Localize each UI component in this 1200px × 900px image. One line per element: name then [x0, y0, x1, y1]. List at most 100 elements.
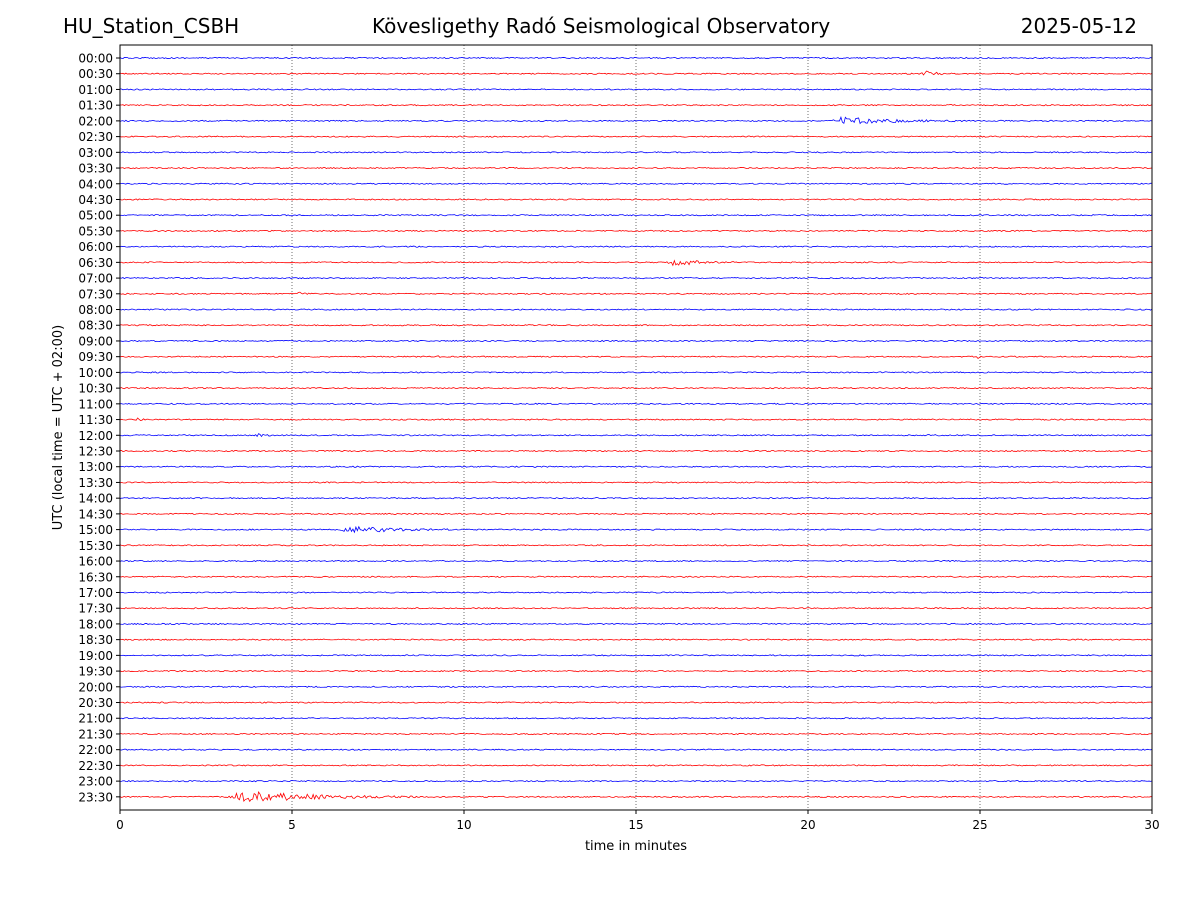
trace-13:30	[119, 481, 1153, 484]
trace-09:00	[119, 339, 1153, 343]
trace-19:00	[119, 654, 1153, 657]
y-tick-label: 06:00	[78, 240, 113, 254]
trace-03:30	[119, 166, 1153, 170]
trace-16:30	[119, 575, 1153, 578]
trace-23:00	[119, 780, 1153, 783]
x-tick-label: 15	[628, 818, 643, 832]
y-tick-label: 12:00	[78, 429, 113, 443]
y-tick-label: 17:30	[78, 602, 113, 616]
trace-21:00	[119, 717, 1153, 720]
y-tick-label: 16:00	[78, 555, 113, 569]
y-tick-label: 11:30	[78, 413, 113, 427]
y-tick-label: 03:30	[78, 162, 113, 176]
station-name: HU_Station_CSBH	[63, 14, 240, 38]
trace-00:00	[119, 56, 1153, 60]
trace-23:30	[119, 790, 1153, 803]
x-tick-label: 10	[456, 818, 471, 832]
trace-06:00	[119, 245, 1153, 248]
y-tick-label: 11:00	[78, 397, 113, 411]
y-tick-label: 17:00	[78, 586, 113, 600]
y-tick-label: 12:30	[78, 445, 113, 459]
trace-02:00	[119, 116, 1153, 125]
trace-14:30	[119, 512, 1153, 515]
y-tick-label: 13:00	[78, 460, 113, 474]
y-tick-label: 18:00	[78, 617, 113, 631]
y-tick-label: 14:00	[78, 492, 113, 506]
y-tick-label: 01:30	[78, 99, 113, 113]
trace-09:30	[119, 355, 1153, 360]
y-tick-label: 09:00	[78, 334, 113, 348]
y-tick-label: 18:30	[78, 633, 113, 647]
trace-00:30	[119, 70, 1153, 76]
trace-04:00	[119, 182, 1153, 185]
trace-22:30	[119, 764, 1153, 767]
y-tick-label: 22:00	[78, 743, 113, 757]
trace-10:00	[119, 371, 1153, 374]
x-tick-label: 5	[288, 818, 296, 832]
trace-07:30	[119, 291, 1153, 295]
y-tick-label: 16:30	[78, 570, 113, 584]
y-tick-label: 21:00	[78, 712, 113, 726]
x-tick-label: 30	[1144, 818, 1159, 832]
trace-17:30	[119, 607, 1153, 610]
trace-18:00	[119, 622, 1153, 625]
trace-05:00	[119, 214, 1153, 217]
y-tick-label: 02:30	[78, 130, 113, 144]
trace-16:00	[119, 559, 1153, 563]
trace-03:00	[119, 151, 1153, 154]
y-tick-label: 01:00	[78, 83, 113, 97]
y-tick-label: 10:30	[78, 382, 113, 396]
chart-title: Kövesligethy Radó Seismological Observat…	[372, 14, 831, 38]
trace-05:30	[119, 229, 1153, 233]
y-axis-label: UTC (local time = UTC + 02:00)	[51, 325, 66, 530]
trace-11:00	[119, 402, 1153, 405]
trace-13:00	[119, 465, 1153, 468]
y-tick-label: 08:00	[78, 303, 113, 317]
y-tick-label: 05:00	[78, 209, 113, 223]
y-tick-label: 04:00	[78, 177, 113, 191]
trace-01:00	[119, 88, 1153, 91]
trace-17:00	[119, 591, 1153, 594]
y-tick-label: 15:00	[78, 523, 113, 537]
y-tick-label: 00:00	[78, 52, 113, 66]
trace-12:30	[119, 449, 1153, 453]
y-tick-label: 00:30	[78, 67, 113, 81]
y-tick-label: 15:30	[78, 539, 113, 553]
trace-02:30	[119, 135, 1153, 138]
y-tick-label: 10:00	[78, 366, 113, 380]
trace-20:30	[119, 701, 1153, 704]
y-tick-label: 03:00	[78, 146, 113, 160]
y-tick-label: 13:30	[78, 476, 113, 490]
trace-19:30	[119, 669, 1152, 673]
y-tick-label: 08:30	[78, 319, 113, 333]
trace-06:30	[119, 259, 1153, 267]
y-tick-label: 04:30	[78, 193, 113, 207]
y-tick-label: 20:00	[78, 680, 113, 694]
y-tick-label: 22:30	[78, 759, 113, 773]
trace-18:30	[119, 638, 1153, 641]
x-tick-label: 25	[972, 818, 987, 832]
trace-08:00	[119, 308, 1153, 311]
y-tick-label: 14:30	[78, 507, 113, 521]
trace-21:30	[119, 732, 1153, 736]
trace-10:30	[119, 387, 1153, 390]
trace-20:00	[119, 685, 1153, 688]
y-tick-label: 23:30	[78, 790, 113, 804]
y-tick-label: 07:00	[78, 272, 113, 286]
trace-14:00	[119, 497, 1153, 500]
x-axis-label: time in minutes	[585, 839, 687, 854]
x-tick-label: 0	[116, 818, 124, 832]
y-tick-label: 02:00	[78, 114, 113, 128]
trace-01:30	[119, 104, 1153, 107]
y-tick-label: 07:30	[78, 287, 113, 301]
trace-12:00	[119, 433, 1153, 438]
y-tick-label: 06:30	[78, 256, 113, 270]
trace-22:00	[119, 748, 1153, 751]
y-tick-label: 20:30	[78, 696, 113, 710]
trace-08:30	[119, 324, 1153, 327]
trace-11:30	[119, 417, 1153, 422]
y-tick-label: 23:00	[78, 775, 113, 789]
chart-date: 2025-05-12	[1020, 14, 1137, 38]
y-tick-label: 09:30	[78, 350, 113, 364]
